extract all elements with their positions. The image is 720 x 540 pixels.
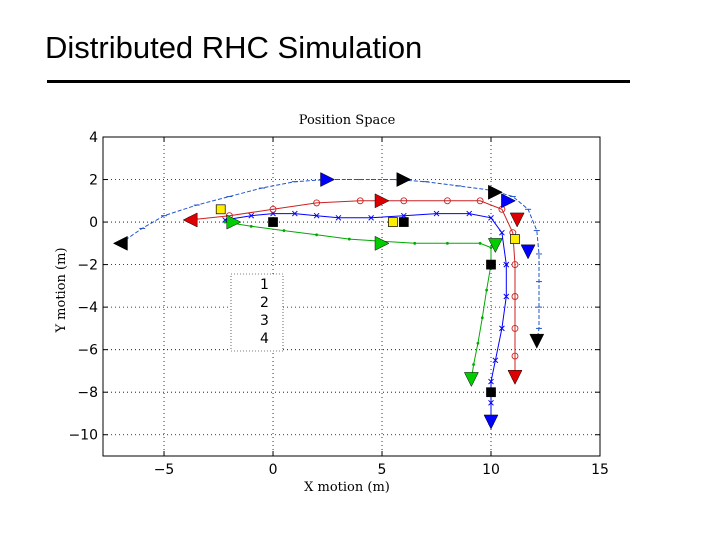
position-square [268, 217, 278, 227]
title-divider [47, 80, 630, 83]
legend-label: 3 [260, 313, 269, 329]
series-1-point [488, 214, 494, 221]
heading-triangle [320, 172, 336, 187]
grid [103, 136, 601, 456]
series-1-point [499, 229, 505, 236]
series-2-line [190, 200, 516, 378]
x-tick-label: −5 [154, 462, 175, 478]
series-1-point [248, 212, 255, 219]
x-tick-label: 5 [378, 462, 387, 478]
heading-triangle [463, 372, 479, 387]
position-square [510, 234, 520, 244]
heading-triangle [529, 333, 545, 349]
heading-triangle [520, 244, 536, 260]
series-3-point [478, 241, 482, 245]
heading-triangle [374, 193, 390, 209]
series-3-point [413, 241, 417, 245]
series-2-point [511, 293, 519, 300]
series-1-point [433, 210, 440, 217]
series-3-point [223, 220, 227, 224]
y-tick-label: −2 [77, 258, 98, 274]
position-square [398, 217, 409, 227]
heading-triangle [182, 212, 198, 228]
series-1-point [503, 293, 510, 300]
heading-triangle [487, 238, 503, 254]
series-1-point [466, 210, 473, 217]
series-3-point [282, 229, 286, 232]
series-3-point [347, 237, 351, 241]
y-tick-label: −8 [77, 385, 98, 401]
x-tick-label: 15 [591, 462, 609, 478]
series-3-point [476, 341, 480, 345]
heading-triangle [374, 235, 390, 251]
y-tick-label: −6 [77, 343, 98, 359]
position-square [486, 259, 496, 270]
x-axis-label: X motion (m) [304, 480, 390, 495]
series-2-point [476, 197, 484, 205]
x-tick-label: 0 [269, 462, 278, 478]
y-tick-label: 2 [89, 173, 98, 189]
heading-triangle [112, 235, 128, 251]
series-1-point [488, 399, 494, 406]
heading-triangle [396, 172, 412, 187]
series-2-point [313, 199, 321, 207]
heading-triangle [483, 414, 499, 430]
data-layer [112, 172, 545, 430]
heading-triangle [501, 193, 517, 209]
series-1-point [313, 212, 320, 219]
series-1-point [492, 357, 499, 364]
series-2-point [356, 197, 364, 205]
slide-title: Distributed RHC Simulation [45, 30, 423, 65]
series-2-point [511, 352, 519, 360]
legend-box [230, 273, 284, 352]
position-square [388, 217, 398, 227]
series-1-point [499, 325, 505, 332]
x-tick-label: 10 [482, 462, 500, 478]
series-1-point [368, 214, 374, 221]
series-3-point [472, 363, 475, 366]
heading-triangle [226, 214, 242, 230]
series-2-point [443, 197, 451, 205]
series-1-point [335, 214, 342, 221]
series-2-point [269, 205, 277, 213]
y-tick-label: −4 [77, 300, 98, 316]
series-3-point [480, 316, 484, 320]
series-3-point [489, 246, 493, 249]
heading-triangle [509, 212, 525, 228]
y-tick-label: 0 [89, 215, 98, 231]
series-1-point [503, 261, 510, 268]
series-3-point [249, 224, 253, 228]
series-3-point [315, 233, 319, 237]
series-1-point [291, 210, 298, 217]
legend: 1 2 3 4 [230, 273, 284, 352]
legend-label: 4 [260, 331, 269, 347]
position-square [486, 387, 496, 398]
series-4-line [120, 179, 540, 342]
y-tick-label: −10 [68, 428, 98, 444]
ticks: −5 0 5 10 15 4 2 0 −2 −4 −6 −8 −10 [68, 130, 608, 478]
series-3-point [446, 241, 449, 245]
position-square [215, 204, 226, 215]
series-3-line [225, 221, 492, 380]
series-3-point [485, 288, 489, 292]
y-axis-label: Y motion (m) [54, 247, 69, 333]
heading-triangle [488, 184, 503, 200]
heading-triangle [507, 370, 523, 385]
axes-frame [102, 136, 601, 457]
chart-title: Position Space [299, 113, 396, 128]
legend-label: 1 [260, 277, 269, 293]
series-2-point [400, 197, 408, 205]
series-2-point [511, 324, 519, 332]
y-tick-label: 4 [89, 130, 98, 146]
series-2-point [511, 261, 519, 269]
series-1-point [488, 378, 494, 385]
legend-label: 2 [260, 295, 269, 311]
